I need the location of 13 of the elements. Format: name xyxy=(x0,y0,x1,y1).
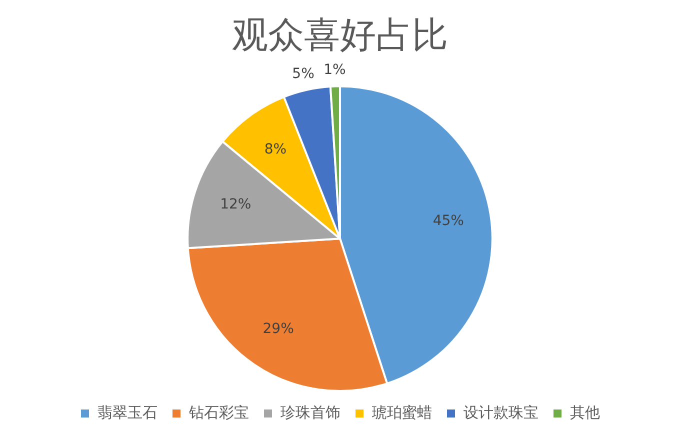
data-label: 5% xyxy=(292,66,314,82)
legend-label: 钻石彩宝 xyxy=(188,403,249,422)
data-label: 1% xyxy=(324,62,346,78)
data-label: 12% xyxy=(220,196,252,212)
legend-label: 翡翠玉石 xyxy=(98,403,158,422)
data-label: 8% xyxy=(264,141,287,158)
data-label: 45% xyxy=(432,213,464,230)
legend-label: 其他 xyxy=(570,403,600,422)
chart-title: 观众喜好占比 xyxy=(232,14,448,56)
data-label: 29% xyxy=(262,320,294,337)
legend-label: 设计款珠宝 xyxy=(464,403,538,422)
legend-label: 珍珠首饰 xyxy=(280,403,340,422)
legend-label: 琥珀蜜蜡 xyxy=(372,403,432,422)
